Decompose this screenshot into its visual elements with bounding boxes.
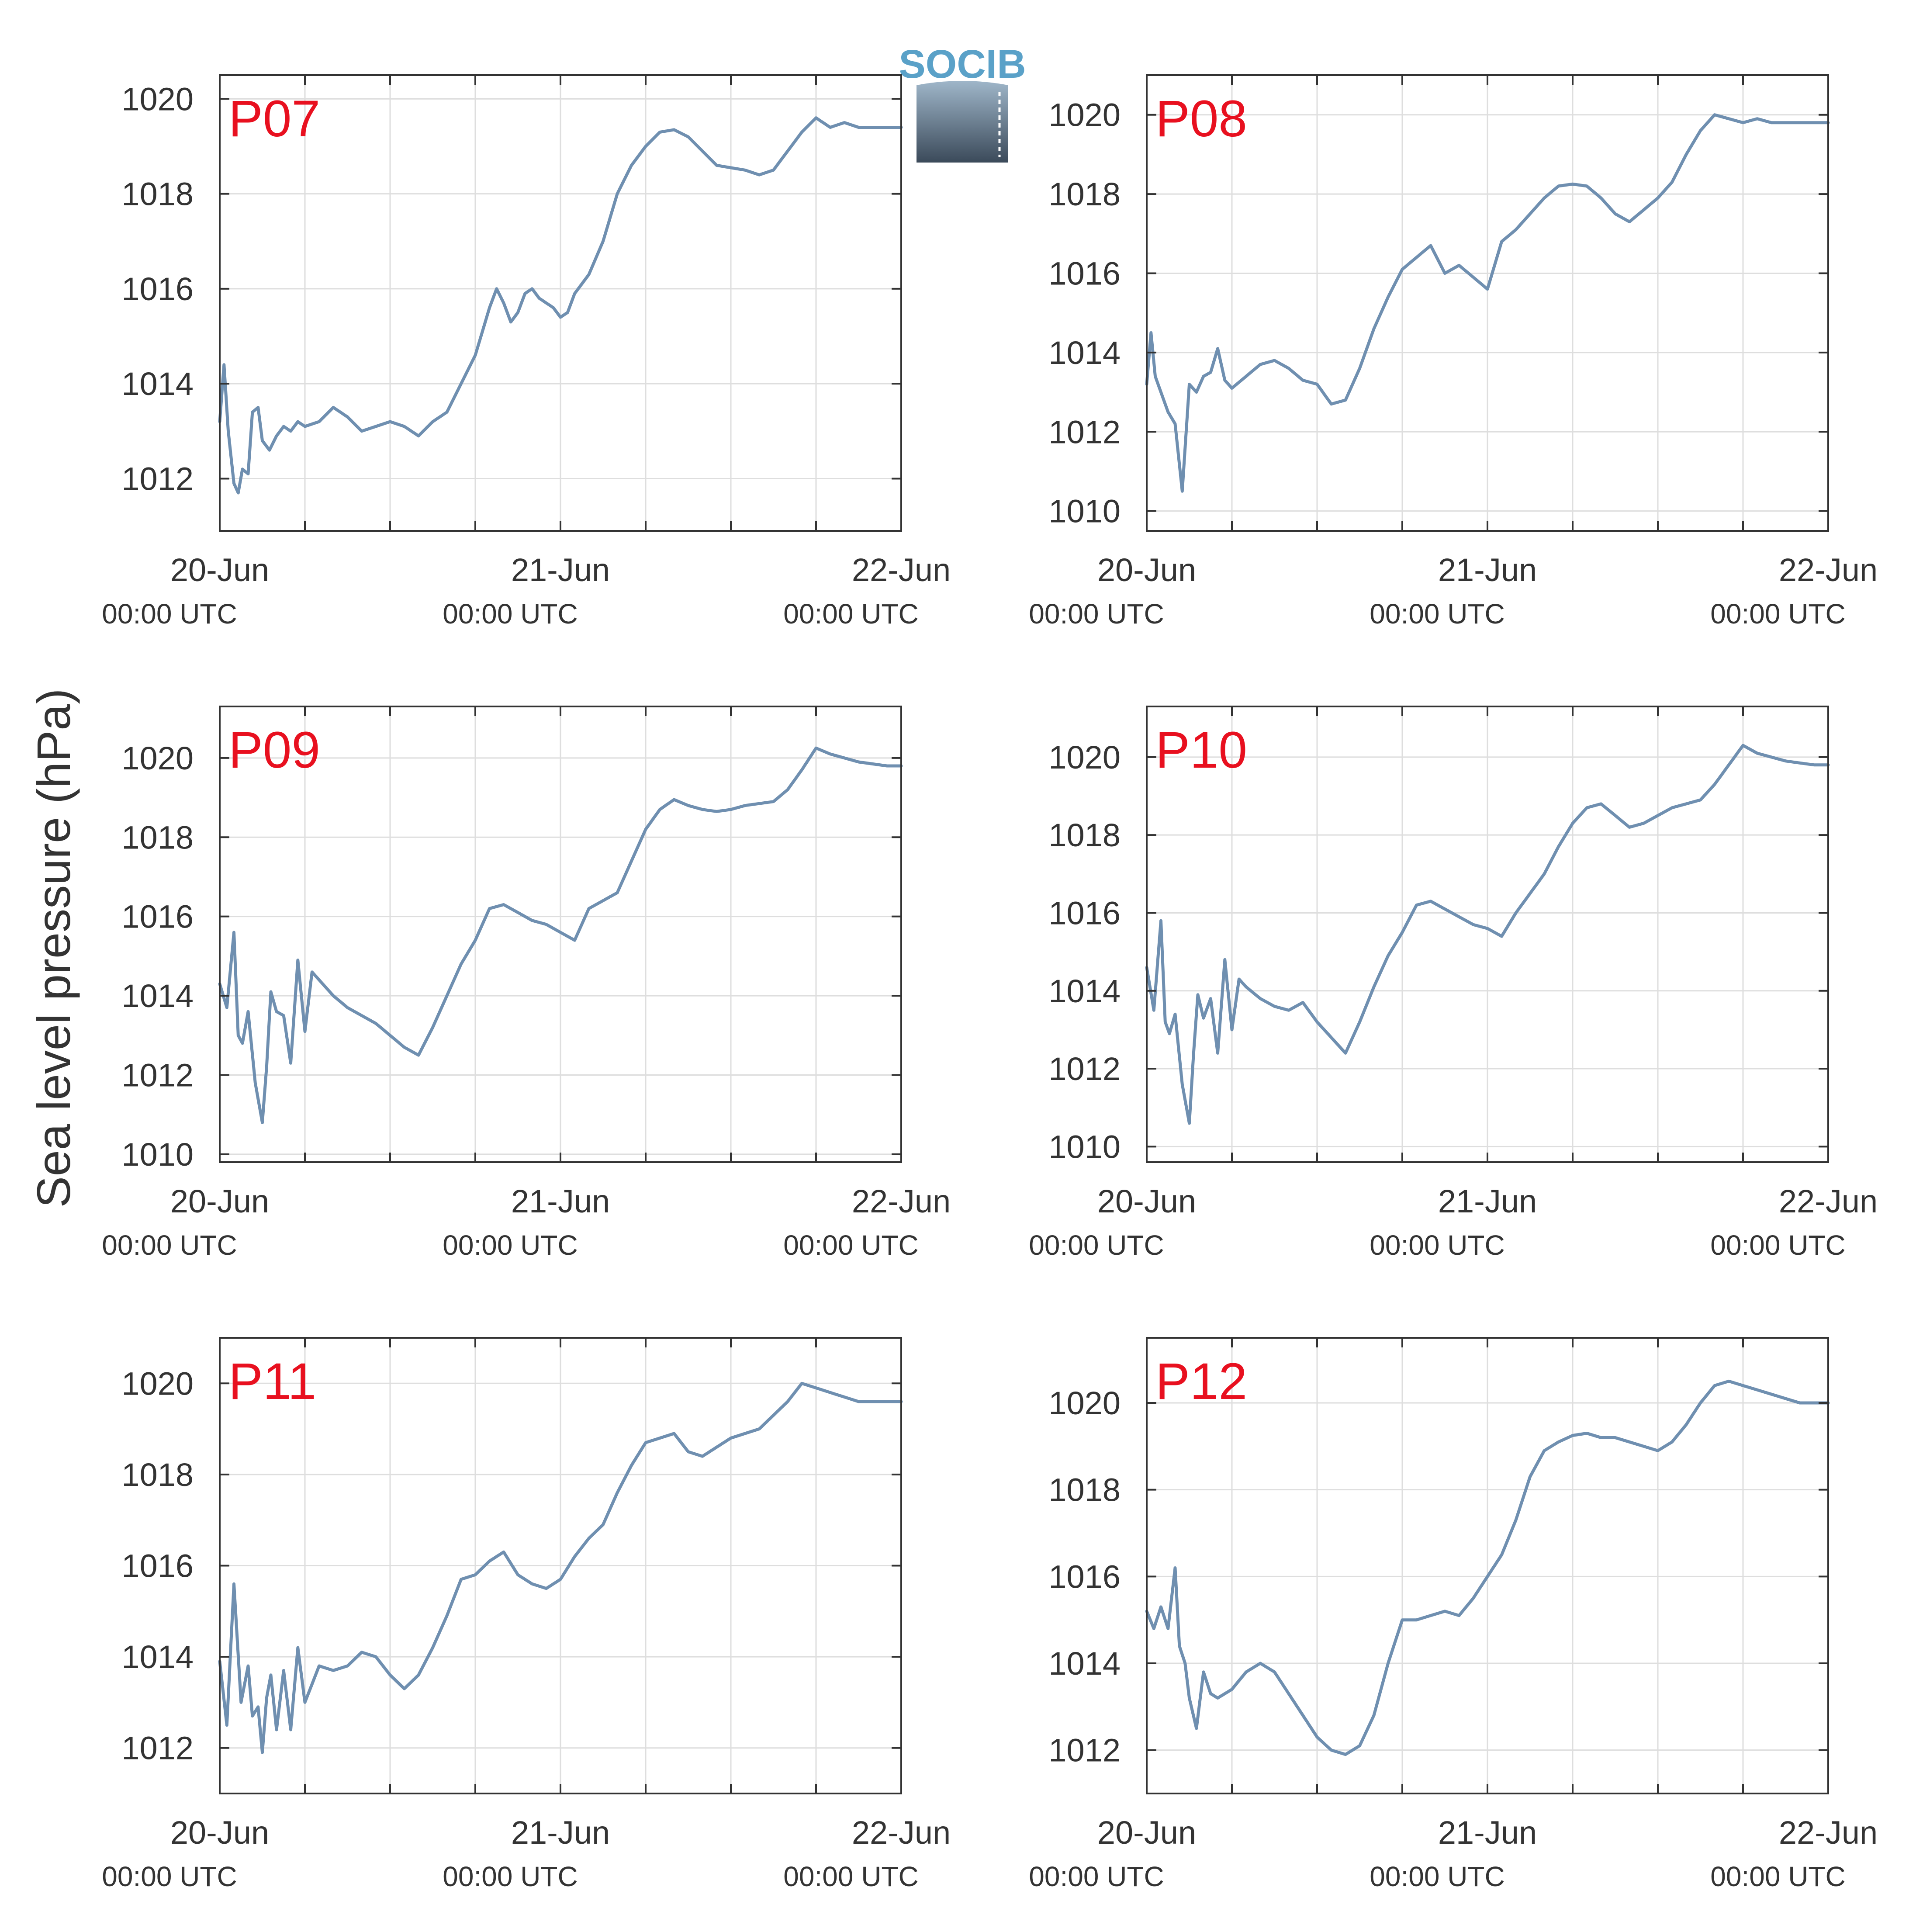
x-tick-label-date: 21-Jun <box>511 1814 610 1851</box>
y-tick-label: 1012 <box>1048 1732 1121 1769</box>
y-tick-label: 1018 <box>1048 1472 1121 1508</box>
x-tick-label-date: 22-Jun <box>852 1183 951 1219</box>
y-tick-label: 1018 <box>121 176 194 212</box>
y-tick-label: 1016 <box>121 899 194 935</box>
y-tick-label: 1018 <box>121 819 194 855</box>
x-tick-label-time: 00:00 UTC <box>1710 1229 1845 1261</box>
x-tick-label-date: 22-Jun <box>852 552 951 588</box>
x-tick-label-time: 00:00 UTC <box>443 1861 578 1892</box>
x-tick-label-date: 20-Jun <box>1097 1814 1196 1851</box>
logo-wave-icon <box>917 81 1008 163</box>
station-label: P07 <box>228 90 320 148</box>
y-tick-label: 1010 <box>121 1136 194 1173</box>
x-tick-label-time: 00:00 UTC <box>102 598 237 630</box>
chart-panel-p07: 1012 1014 1016 1018 1020 20-Jun 00:00 UTC 21-Ju… <box>102 74 951 630</box>
x-tick-label-time: 00:00 UTC <box>783 598 918 630</box>
y-tick-label: 1016 <box>1048 1558 1121 1595</box>
chart-panels: 1012 1014 1016 1018 1020 20-Jun 00:00 UTC 21-Ju… <box>102 74 1878 1892</box>
y-tick-label: 1012 <box>121 1057 194 1093</box>
x-tick-label-time: 00:00 UTC <box>443 1229 578 1261</box>
y-tick-label: 1012 <box>1048 414 1121 450</box>
x-tick-label-date: 21-Jun <box>511 552 610 588</box>
y-tick-label: 1014 <box>121 1639 194 1675</box>
y-tick-label: 1012 <box>121 1730 194 1766</box>
y-tick-label: 1010 <box>1048 493 1121 530</box>
x-tick-label-date: 20-Jun <box>1097 1183 1196 1219</box>
x-tick-label-time: 00:00 UTC <box>1710 1861 1845 1892</box>
logo-text: SOCIB <box>899 42 1026 87</box>
x-tick-label-date: 22-Jun <box>852 1814 951 1851</box>
station-label: P10 <box>1155 721 1247 779</box>
y-tick-label: 1018 <box>1048 176 1121 212</box>
x-tick-label-time: 00:00 UTC <box>1370 1861 1505 1892</box>
y-tick-label: 1014 <box>121 366 194 402</box>
socib-logo: SOCIB <box>899 42 1026 163</box>
y-tick-label: 1020 <box>1048 739 1121 776</box>
x-tick-label-time: 00:00 UTC <box>1029 598 1164 630</box>
x-tick-label-time: 00:00 UTC <box>443 598 578 630</box>
pressure-series-line <box>1145 744 1830 1125</box>
x-tick-label-date: 21-Jun <box>511 1183 610 1219</box>
y-tick-label: 1020 <box>121 740 194 776</box>
x-tick-label-date: 20-Jun <box>1097 552 1196 588</box>
x-tick-label-time: 00:00 UTC <box>102 1229 237 1261</box>
chart-panel-p10: 1010 1012 1014 1016 1018 1020 20-Jun 00:00 UTC 2… <box>1029 706 1878 1261</box>
station-label: P09 <box>228 721 320 779</box>
station-label: P08 <box>1155 90 1247 148</box>
y-tick-label: 1012 <box>121 460 194 497</box>
x-tick-label-time: 00:00 UTC <box>783 1861 918 1892</box>
chart-panel-p12: 1012 1014 1016 1018 1020 20-Jun 00:00 UTC 21-Ju… <box>1029 1337 1878 1892</box>
x-tick-label-time: 00:00 UTC <box>1029 1861 1164 1892</box>
y-tick-label: 1016 <box>1048 895 1121 931</box>
x-tick-label-date: 22-Jun <box>1779 1183 1878 1219</box>
x-tick-label-time: 00:00 UTC <box>1370 1229 1505 1261</box>
station-label: P11 <box>228 1353 316 1410</box>
y-tick-label: 1014 <box>1048 973 1121 1009</box>
y-axis-label: Sea level pressure (hPa) <box>27 689 80 1208</box>
pressure-series-line <box>218 746 903 1124</box>
chart-panel-p08: 1010 1012 1014 1016 1018 1020 20-Jun 00:00 UTC 2… <box>1029 74 1878 630</box>
x-tick-label-date: 22-Jun <box>1779 1814 1878 1851</box>
y-tick-label: 1014 <box>1048 1645 1121 1682</box>
chart-panel-p09: 1010 1012 1014 1016 1018 1020 20-Jun 00:00 UTC 2… <box>102 706 951 1261</box>
x-tick-label-time: 00:00 UTC <box>1710 598 1845 630</box>
x-tick-label-time: 00:00 UTC <box>1370 598 1505 630</box>
y-tick-label: 1020 <box>121 1365 194 1402</box>
pressure-series-line <box>1145 113 1830 493</box>
y-tick-label: 1016 <box>121 1548 194 1584</box>
x-tick-label-date: 20-Jun <box>170 1814 269 1851</box>
y-tick-label: 1018 <box>1048 817 1121 853</box>
x-tick-label-date: 21-Jun <box>1438 552 1537 588</box>
station-label: P12 <box>1155 1353 1247 1410</box>
y-tick-label: 1016 <box>1048 255 1121 291</box>
x-tick-label-date: 22-Jun <box>1779 552 1878 588</box>
chart-panel-p11: 1012 1014 1016 1018 1020 20-Jun 00:00 UTC 21-Ju… <box>102 1337 951 1892</box>
x-tick-label-date: 20-Jun <box>170 552 269 588</box>
x-tick-label-date: 21-Jun <box>1438 1814 1537 1851</box>
x-tick-label-time: 00:00 UTC <box>1029 1229 1164 1261</box>
y-tick-label: 1014 <box>121 978 194 1014</box>
pressure-series-line <box>218 1381 903 1754</box>
y-tick-label: 1018 <box>121 1457 194 1493</box>
y-tick-label: 1020 <box>121 81 194 117</box>
y-tick-label: 1010 <box>1048 1129 1121 1165</box>
pressure-series-line <box>218 116 903 495</box>
x-tick-label-time: 00:00 UTC <box>102 1861 237 1892</box>
y-tick-label: 1012 <box>1048 1051 1121 1087</box>
x-tick-label-date: 21-Jun <box>1438 1183 1537 1219</box>
pressure-series-line <box>1145 1379 1830 1756</box>
y-tick-label: 1020 <box>1048 97 1121 133</box>
y-tick-label: 1014 <box>1048 335 1121 371</box>
x-tick-label-time: 00:00 UTC <box>783 1229 918 1261</box>
x-tick-label-date: 20-Jun <box>170 1183 269 1219</box>
y-tick-label: 1016 <box>121 271 194 307</box>
y-tick-label: 1020 <box>1048 1385 1121 1421</box>
